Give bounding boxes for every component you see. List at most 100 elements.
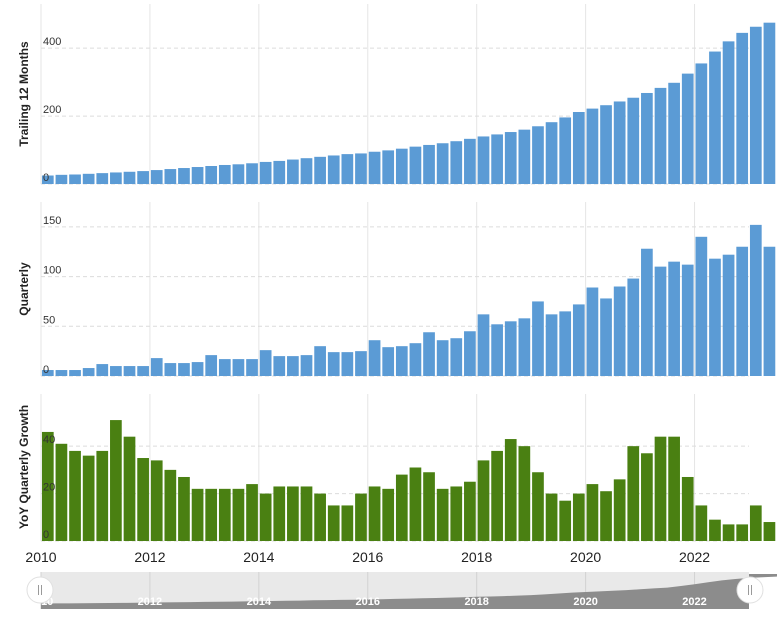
bar bbox=[137, 366, 149, 376]
bar bbox=[232, 359, 245, 376]
bar bbox=[69, 174, 81, 184]
bar bbox=[368, 151, 381, 184]
y-axis-title: Quarterly bbox=[17, 262, 31, 316]
bar bbox=[178, 168, 190, 184]
y-tick-label: 0 bbox=[43, 172, 49, 184]
bar bbox=[191, 167, 204, 184]
bar bbox=[464, 481, 476, 541]
bar bbox=[613, 101, 626, 184]
navigator-right-handle[interactable] bbox=[736, 576, 764, 604]
navigator-tick-label: 2014 bbox=[247, 596, 272, 608]
bar bbox=[300, 355, 313, 376]
navigator-left-handle[interactable] bbox=[26, 576, 54, 604]
bar bbox=[137, 171, 149, 184]
bar bbox=[559, 117, 572, 184]
bar bbox=[504, 439, 517, 541]
bar bbox=[409, 343, 422, 376]
navigator-tick-label: 2016 bbox=[356, 596, 380, 608]
bar bbox=[722, 254, 735, 376]
bar bbox=[41, 431, 54, 541]
y-tick-label: 50 bbox=[43, 314, 55, 326]
bar bbox=[491, 134, 503, 184]
bar bbox=[69, 450, 81, 541]
bar bbox=[518, 129, 531, 184]
bar bbox=[695, 236, 708, 376]
bar bbox=[545, 493, 558, 541]
bar bbox=[110, 420, 122, 541]
bar bbox=[205, 488, 218, 541]
bar bbox=[423, 144, 435, 184]
bar bbox=[532, 126, 544, 184]
x-tick-label: 2010 bbox=[25, 549, 56, 565]
bar bbox=[722, 41, 735, 184]
bar bbox=[314, 346, 326, 376]
bar bbox=[246, 163, 258, 184]
handle-circle[interactable] bbox=[736, 576, 764, 604]
bar bbox=[709, 519, 721, 541]
bar bbox=[450, 141, 463, 184]
bar bbox=[355, 493, 367, 541]
bar bbox=[681, 73, 694, 184]
bar bbox=[355, 351, 367, 376]
bar bbox=[572, 112, 585, 184]
bar bbox=[123, 436, 136, 541]
bar bbox=[464, 331, 476, 376]
bar bbox=[532, 472, 544, 541]
bar bbox=[341, 352, 354, 376]
bar bbox=[586, 484, 599, 541]
bar bbox=[137, 458, 149, 541]
chart-panel-1: 0 200 400 Trailing 12 Months bbox=[17, 4, 776, 185]
bar bbox=[273, 356, 286, 376]
y-tick-label: 150 bbox=[43, 215, 61, 227]
bar bbox=[504, 321, 517, 376]
navigator-tick-label: 2022 bbox=[682, 596, 706, 608]
bar bbox=[559, 500, 572, 541]
navigator-tick-label: 2020 bbox=[573, 596, 597, 608]
x-tick-label: 2018 bbox=[461, 549, 492, 565]
bar bbox=[395, 474, 408, 541]
bar bbox=[409, 467, 422, 541]
bar bbox=[436, 143, 449, 184]
bar bbox=[287, 356, 299, 376]
bar bbox=[96, 364, 109, 376]
bar bbox=[695, 63, 708, 185]
bar bbox=[205, 166, 218, 184]
navigator-tick-label: 2012 bbox=[138, 596, 162, 608]
bar bbox=[654, 87, 667, 184]
bar bbox=[55, 443, 68, 541]
bar bbox=[287, 486, 299, 541]
bar bbox=[586, 108, 599, 184]
bar bbox=[613, 479, 626, 541]
x-tick-label: 2012 bbox=[134, 549, 165, 565]
bar bbox=[572, 493, 585, 541]
bar bbox=[41, 370, 54, 376]
bar bbox=[150, 170, 163, 184]
bar bbox=[491, 324, 503, 376]
bar bbox=[641, 453, 653, 541]
bar bbox=[232, 488, 245, 541]
bar bbox=[409, 146, 422, 184]
handle-circle[interactable] bbox=[26, 576, 54, 604]
bar bbox=[641, 248, 653, 376]
bar bbox=[218, 164, 231, 184]
bar bbox=[423, 332, 435, 376]
x-tick-label: 2022 bbox=[679, 549, 710, 565]
bar bbox=[518, 318, 531, 376]
y-tick-label: 0 bbox=[43, 529, 49, 541]
bar bbox=[668, 436, 680, 541]
bar bbox=[327, 155, 340, 184]
bar bbox=[69, 370, 81, 376]
bar bbox=[341, 154, 354, 184]
bar bbox=[736, 32, 749, 185]
bar bbox=[600, 298, 612, 376]
bar bbox=[205, 355, 218, 376]
bar bbox=[55, 174, 68, 184]
bar bbox=[96, 450, 109, 541]
bar bbox=[178, 476, 190, 541]
y-tick-label: 0 bbox=[43, 364, 49, 376]
x-tick-label: 2016 bbox=[352, 549, 383, 565]
bar bbox=[82, 368, 95, 376]
x-tick-label: 2020 bbox=[570, 549, 601, 565]
